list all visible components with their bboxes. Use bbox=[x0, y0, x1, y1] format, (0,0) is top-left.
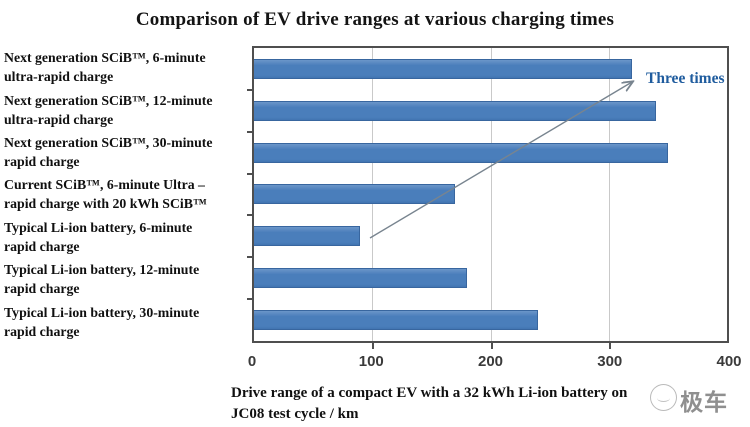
category-label-4-line1: Typical Li-ion battery, 6-minute bbox=[4, 219, 193, 235]
bar-3 bbox=[254, 184, 456, 205]
category-axis-labels: Next generation SCiB™, 6-minute ultra-rap… bbox=[4, 46, 250, 343]
bar-6 bbox=[254, 309, 538, 330]
y-tickmark-2 bbox=[247, 130, 252, 133]
category-label-5: Typical Li-ion battery, 12-minute rapid c… bbox=[4, 258, 250, 300]
bar-1 bbox=[254, 100, 657, 121]
category-label-0-line2: ultra-rapid charge bbox=[4, 69, 114, 85]
watermark-text: 极车 bbox=[680, 389, 728, 415]
category-label-4-line2: rapid charge bbox=[4, 238, 80, 254]
bar-row-2 bbox=[254, 132, 727, 174]
category-label-2-line1: Next generation SCiB™, 30-minute bbox=[4, 135, 213, 151]
category-label-4: Typical Li-ion battery, 6-minute rapid ch… bbox=[4, 216, 250, 258]
chart-title: Comparison of EV drive ranges at various… bbox=[135, 9, 615, 30]
bar-row-0 bbox=[254, 48, 727, 90]
y-tickmark-3 bbox=[247, 172, 252, 175]
x-tickmark-100 bbox=[372, 343, 375, 349]
category-label-6-line1: Typical Li-ion battery, 30-minute bbox=[4, 304, 200, 320]
y-tickmark-5 bbox=[247, 256, 252, 259]
category-label-1-line2: ultra-rapid charge bbox=[4, 111, 114, 127]
category-label-2-line2: rapid charge bbox=[4, 154, 80, 170]
x-axis-title-line2: JC08 test cycle / km bbox=[231, 406, 359, 422]
x-axis-title: Drive range of a compact EV with a 32 kW… bbox=[231, 383, 736, 425]
x-tick-400: 400 bbox=[716, 353, 742, 370]
category-label-5-line1: Typical Li-ion battery, 12-minute bbox=[4, 262, 200, 278]
category-label-1-line1: Next generation SCiB™, 12-minute bbox=[4, 92, 213, 108]
bar-0 bbox=[254, 58, 633, 79]
x-tick-300: 300 bbox=[597, 353, 623, 370]
x-axis-tick-labels: 0 100 200 300 400 bbox=[248, 353, 742, 373]
category-label-3-line1: Current SCiB™, 6-minute Ultra – bbox=[4, 177, 205, 193]
watermark-logo-icon bbox=[650, 384, 677, 411]
category-label-0: Next generation SCiB™, 6-minute ultra-rap… bbox=[4, 46, 250, 88]
category-label-2: Next generation SCiB™, 30-minute rapid ch… bbox=[4, 131, 250, 173]
category-label-3-line2: rapid charge with 20 kWh SCiB™ bbox=[4, 196, 207, 212]
category-label-6-line2: rapid charge bbox=[4, 323, 80, 339]
category-label-0-line1: Next generation SCiB™, 6-minute bbox=[4, 50, 206, 66]
category-label-3: Current SCiB™, 6-minute Ultra – rapid cha… bbox=[4, 173, 250, 215]
category-label-6: Typical Li-ion battery, 30-minute rapid c… bbox=[4, 301, 250, 343]
bar-2 bbox=[254, 142, 668, 163]
bar-4 bbox=[254, 226, 361, 247]
x-tick-200: 200 bbox=[477, 353, 504, 370]
x-axis-title-line1: Drive range of a compact EV with a 32 kW… bbox=[231, 385, 628, 401]
bar-row-6 bbox=[254, 299, 727, 341]
x-tickmark-300 bbox=[608, 343, 611, 349]
watermark: 极车 bbox=[650, 381, 746, 415]
bar-row-5 bbox=[254, 257, 727, 299]
bar-5 bbox=[254, 268, 467, 289]
y-tickmark-1 bbox=[247, 88, 252, 91]
plot-area bbox=[247, 46, 729, 349]
bar-row-3 bbox=[254, 174, 727, 216]
category-label-1: Next generation SCiB™, 12-minute ultra-ra… bbox=[4, 88, 250, 130]
x-tickmark-200 bbox=[490, 343, 493, 349]
x-tick-100: 100 bbox=[358, 353, 384, 370]
bar-row-1 bbox=[254, 90, 727, 132]
x-tick-0: 0 bbox=[247, 353, 257, 370]
bar-row-4 bbox=[254, 215, 727, 257]
bar-series bbox=[254, 48, 727, 341]
category-label-5-line2: rapid charge bbox=[4, 281, 80, 297]
y-tickmark-6 bbox=[247, 298, 252, 301]
y-tickmark-4 bbox=[247, 214, 252, 217]
annotation-three-times: Three times bbox=[646, 70, 725, 87]
